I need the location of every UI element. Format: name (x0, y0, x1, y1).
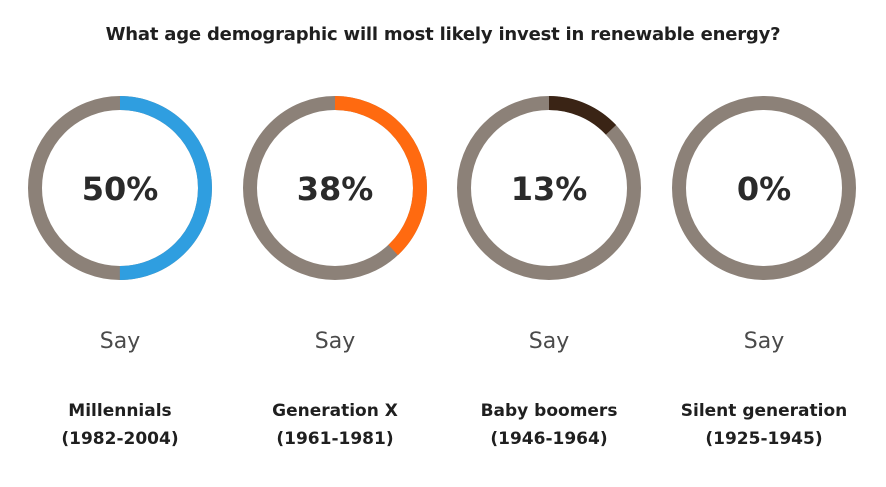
chart-title: What age demographic will most likely in… (105, 24, 781, 45)
group-years-label: (1925-1945) (705, 429, 822, 449)
donut-1: 50% Say Millennials (1982-2004) (28, 96, 212, 449)
donut-value-arc (243, 96, 427, 280)
donut-value-arc (28, 96, 212, 280)
donut-percent-label: 38% (297, 170, 374, 208)
group-years-label: (1946-1964) (490, 429, 607, 449)
group-name-label: Baby boomers (481, 401, 618, 421)
say-label: Say (315, 329, 355, 354)
donut-percent-label: 0% (737, 170, 791, 208)
group-name-label: Generation X (272, 401, 398, 421)
donut-2: 38% Say Generation X (1961-1981) (243, 96, 427, 449)
donut-4: 0% Say Silent generation (1925-1945) (672, 96, 856, 449)
group-name-label: Millennials (68, 401, 171, 421)
group-years-label: (1961-1981) (276, 429, 393, 449)
donut-track (672, 96, 856, 280)
say-label: Say (100, 329, 140, 354)
group-years-label: (1982-2004) (61, 429, 178, 449)
group-name-label: Silent generation (681, 401, 848, 421)
donut-3: 13% Say Baby boomers (1946-1964) (457, 96, 641, 449)
donut-value-arc (457, 96, 641, 280)
donut-percent-label: 13% (511, 170, 588, 208)
say-label: Say (744, 329, 784, 354)
say-label: Say (529, 329, 569, 354)
donut-percent-label: 50% (82, 170, 159, 208)
